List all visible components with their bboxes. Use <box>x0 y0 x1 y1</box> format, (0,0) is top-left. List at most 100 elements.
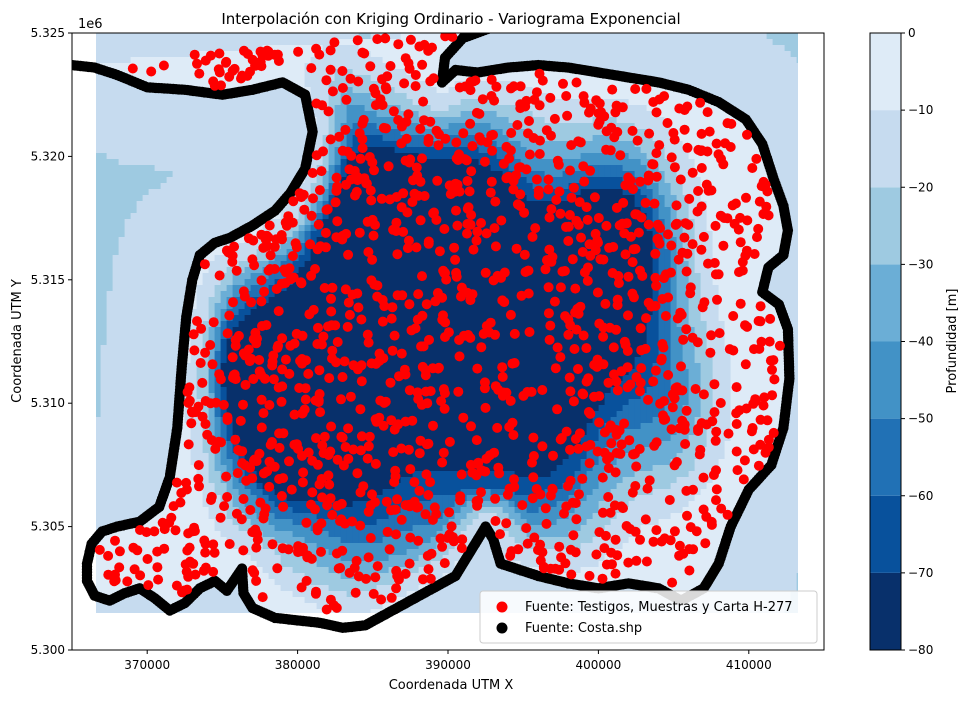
contour-cell-1483 <box>496 105 504 112</box>
contour-cell-3349 <box>364 201 372 208</box>
contour-cell-4590 <box>730 261 738 268</box>
contour-cell-4292 <box>358 249 366 256</box>
contour-cell-2373 <box>172 153 180 160</box>
contour-cell-1337 <box>328 99 336 106</box>
contour-cell-946 <box>106 81 114 88</box>
contour-cell-3579 <box>328 213 336 220</box>
contour-cell-1731 <box>568 117 576 124</box>
contour-cell-1881 <box>760 123 768 130</box>
contour-cell-1319 <box>220 99 228 106</box>
contour-cell-778 <box>514 69 522 76</box>
contour-cell-3079 <box>160 189 168 196</box>
contour-cell-4209 <box>568 243 576 250</box>
contour-cell-3768 <box>754 219 762 226</box>
contour-cell-2119 <box>772 135 780 142</box>
contour-cell-2378 <box>202 153 210 160</box>
contour-cell-531 <box>448 57 456 64</box>
contour-cell-4080 <box>502 237 510 244</box>
contour-cell-588 <box>790 57 798 64</box>
contour-cell-1578 <box>358 111 366 118</box>
contour-cell-191 <box>532 39 540 46</box>
contour-cell-3969 <box>544 231 552 238</box>
contour-cell-3830 <box>418 225 426 232</box>
contour-cell-723 <box>184 69 192 76</box>
contour-cell-2152 <box>262 141 270 148</box>
contour-cell-2439 <box>568 153 576 160</box>
contour-cell-2488 <box>154 159 162 166</box>
contour-cell-1318 <box>214 99 222 106</box>
contour-cell-3487 <box>484 207 492 214</box>
contour-cell-4350 <box>706 249 714 256</box>
contour-cell-3341 <box>316 201 324 208</box>
contour-cell-299 <box>472 45 480 52</box>
contour-cell-2479 <box>100 159 108 166</box>
contour-cell-3819 <box>352 225 360 232</box>
contour-cell-4845 <box>136 279 144 286</box>
contour-cell-3700 <box>346 219 354 226</box>
contour-cell-961 <box>196 81 204 88</box>
contour-cell-1826 <box>430 123 438 130</box>
contour-cell-938 <box>766 75 774 82</box>
contour-cell-3136 <box>502 189 510 196</box>
contour-cell-152 <box>298 39 306 46</box>
contour-cell-2223 <box>688 141 696 148</box>
contour-cell-3694 <box>310 219 318 226</box>
contour-cell-4124 <box>766 237 774 244</box>
contour-cell-3962 <box>502 231 510 238</box>
contour-cell-3149 <box>580 189 588 196</box>
contour-cell-123 <box>124 39 132 46</box>
contour-cell-4317 <box>508 249 516 256</box>
contour-cell-3486 <box>478 207 486 214</box>
contour-cell-1172 <box>754 87 762 94</box>
contour-cell-2975 <box>244 183 252 190</box>
contour-cell-364 <box>154 51 162 58</box>
contour-cell-4186 <box>430 243 438 250</box>
contour-cell-4361 <box>772 249 780 256</box>
contour-cell-1410 <box>766 99 774 106</box>
contour-cell-3658 <box>96 219 102 226</box>
contour-cell-2143 <box>208 141 216 148</box>
contour-cell-3650 <box>754 213 762 220</box>
contour-cell-216 <box>682 39 690 46</box>
contour-cell-4303 <box>424 249 432 256</box>
contour-cell-903 <box>556 75 564 82</box>
contour-cell-3264 <box>562 195 570 202</box>
contour-cell-278 <box>346 45 354 52</box>
contour-cell-1415 <box>796 99 798 106</box>
contour-cell-3748 <box>634 219 642 226</box>
contour-cell-2408 <box>382 153 390 160</box>
contour-cell-1380 <box>586 99 594 106</box>
contour-cell-1421 <box>124 105 132 112</box>
contour-cell-1828 <box>442 123 450 130</box>
contour-cell-2622 <box>250 165 258 172</box>
contour-cell-821 <box>772 69 780 76</box>
contour-cell-1961 <box>532 129 540 136</box>
contour-cell-1732 <box>574 117 582 124</box>
contour-cell-2251 <box>148 147 156 154</box>
contour-cell-3980 <box>610 231 618 238</box>
contour-cell-4962 <box>130 285 138 292</box>
contour-cell-2515 <box>316 159 324 166</box>
contour-cell-612 <box>226 63 234 70</box>
contour-cell-2454 <box>658 153 666 160</box>
contour-cell-740 <box>286 69 294 76</box>
contour-cell-875 <box>388 75 396 82</box>
contour-cell-4162 <box>286 243 294 250</box>
contour-cell-2257 <box>184 147 192 154</box>
contour-cell-471 <box>796 51 798 58</box>
contour-cell-1709 <box>436 117 444 124</box>
contour-cell-3692 <box>298 219 306 226</box>
contour-cell-805 <box>676 69 684 76</box>
contour-cell-1291 <box>760 93 768 100</box>
contour-cell-226 <box>742 39 750 46</box>
contour-cell-2289 <box>376 147 384 154</box>
contour-cell-509 <box>316 57 324 64</box>
contour-cell-4175 <box>364 243 372 250</box>
contour-cell-2969 <box>208 183 216 190</box>
contour-cell-2370 <box>154 153 162 160</box>
contour-cell-4340 <box>646 249 654 256</box>
contour-cell-1471 <box>424 105 432 112</box>
contour-cell-4570 <box>610 261 618 268</box>
contour-cell-4353 <box>724 249 732 256</box>
contour-cell-840 <box>178 75 186 82</box>
